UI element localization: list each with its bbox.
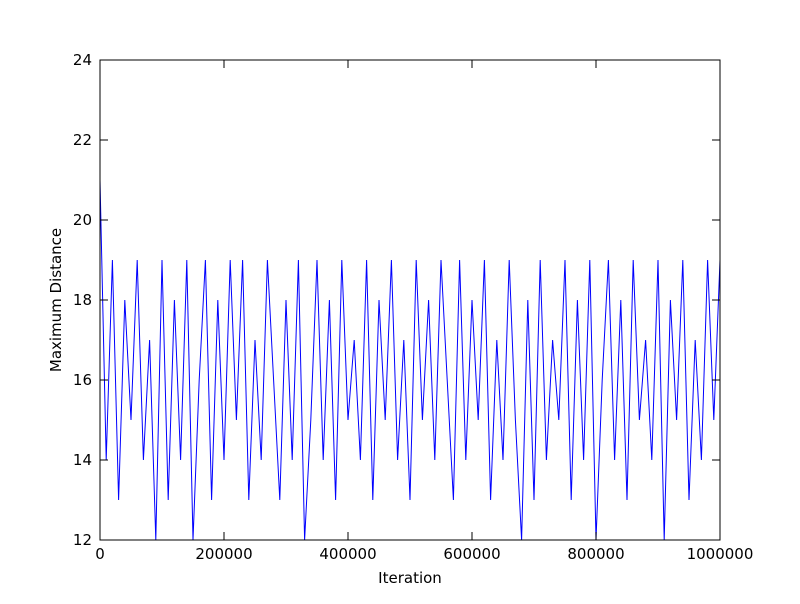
data-line bbox=[99, 179, 721, 541]
y-tick-label: 24 bbox=[73, 51, 92, 69]
y-tick-label: 22 bbox=[73, 131, 92, 149]
x-tick-label: 200000 bbox=[195, 545, 252, 563]
y-tick-label: 14 bbox=[73, 451, 92, 469]
y-tick-label: 16 bbox=[73, 371, 92, 389]
y-tick-label: 12 bbox=[73, 531, 92, 549]
x-tick-label: 400000 bbox=[319, 545, 376, 563]
y-tick-label: 18 bbox=[73, 291, 92, 309]
x-tick-label: 1000000 bbox=[687, 545, 754, 563]
y-axis-label: Maximum Distance bbox=[47, 228, 65, 372]
y-tick-label: 20 bbox=[73, 211, 92, 229]
x-tick-label: 800000 bbox=[567, 545, 624, 563]
x-axis-label: Iteration bbox=[378, 569, 442, 587]
x-tick-label: 0 bbox=[95, 545, 105, 563]
x-tick-label: 600000 bbox=[443, 545, 500, 563]
